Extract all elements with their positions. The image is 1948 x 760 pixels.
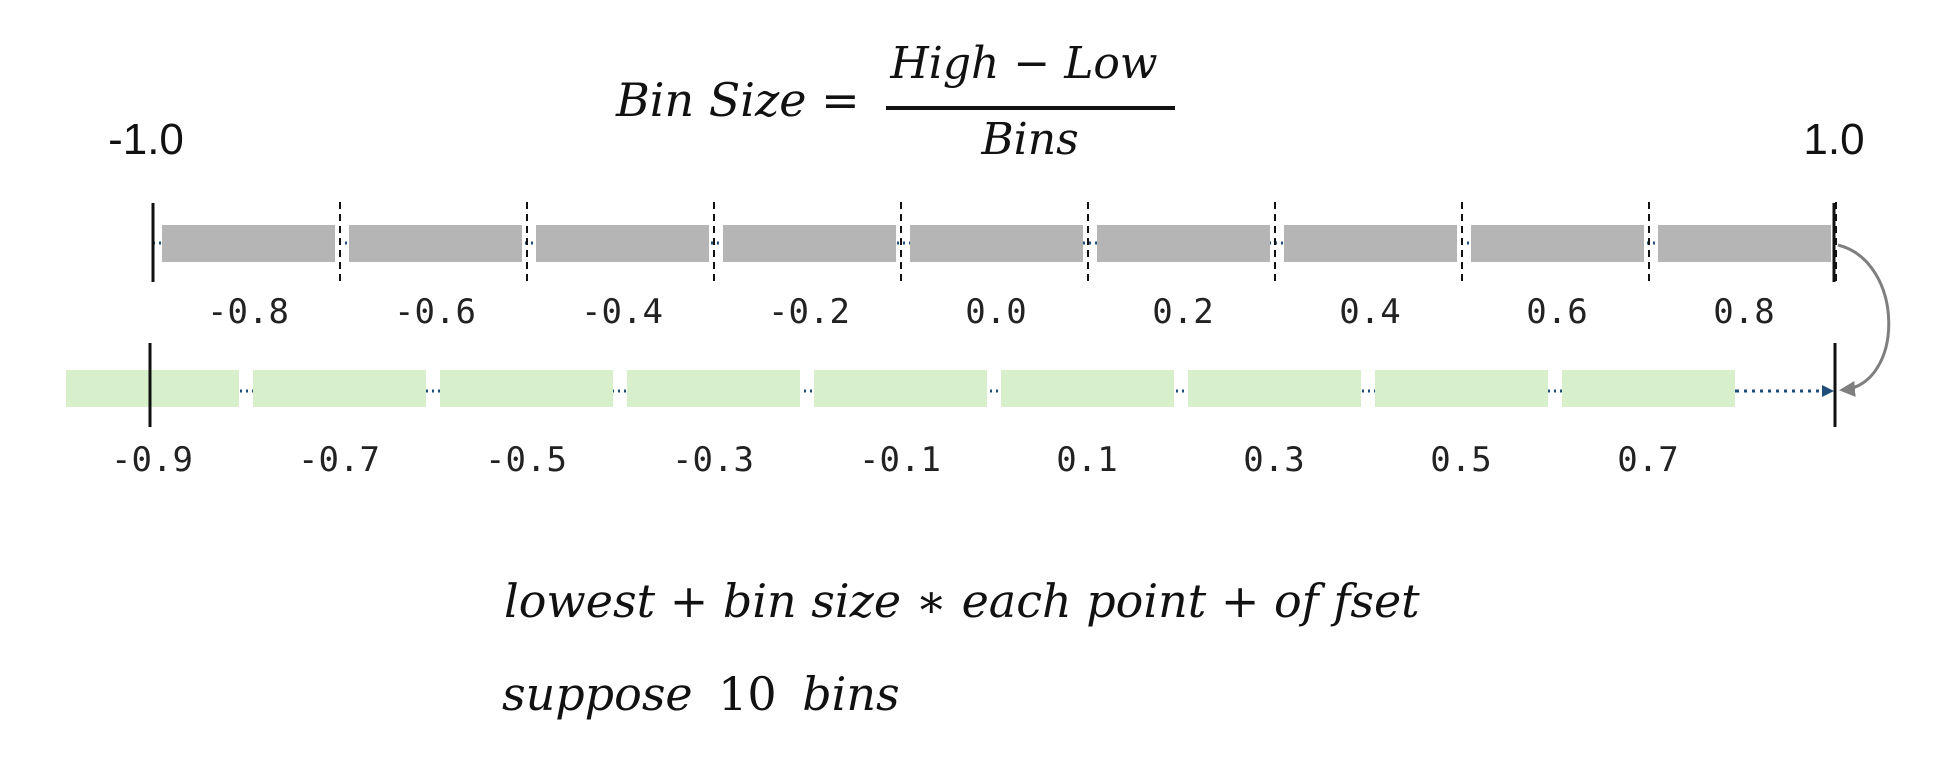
top-bin-label: 0.2	[1152, 292, 1213, 332]
offset-formula: lowest + bin size ∗ each point + of fset	[504, 574, 1420, 628]
bottom-bin-bar	[1188, 370, 1361, 407]
formula-lhs: Bin Size =	[615, 73, 860, 127]
bins-word: bins	[802, 667, 899, 721]
bottom-bin-bar	[66, 370, 239, 407]
bottom-bin-label: -0.5	[485, 440, 567, 480]
top-bin-label: 0.8	[1713, 292, 1774, 332]
high-end-label: 1.0	[1803, 115, 1864, 164]
bottom-bin-label: -0.3	[672, 440, 754, 480]
bottom-bin-bar	[627, 370, 800, 407]
suppose-note: suppose 10 bins	[502, 667, 900, 721]
bottom-bin-bar	[253, 370, 426, 407]
top-bin-label: -0.6	[394, 292, 476, 332]
bottom-bin-label: 0.3	[1243, 440, 1304, 480]
bottom-bin-bar	[1375, 370, 1548, 407]
bottom-bin-bar	[1001, 370, 1174, 407]
bottom-bin-label: -0.1	[859, 440, 941, 480]
top-bin-bar	[1097, 225, 1270, 262]
top-row-bins: -0.8 -0.6 -0.4 -0.2 0.0 0.2 0.4 0.6 0.8	[153, 202, 1837, 332]
suppose-word: suppose	[502, 667, 693, 721]
top-bin-bar	[1471, 225, 1644, 262]
bottom-bin-label: 0.1	[1056, 440, 1117, 480]
bottom-bin-bar	[814, 370, 987, 407]
top-bin-label: -0.4	[581, 292, 663, 332]
top-bin-bar	[1284, 225, 1457, 262]
top-bin-bar	[349, 225, 522, 262]
bottom-bin-label: -0.7	[298, 440, 380, 480]
top-bin-bar	[1658, 225, 1831, 262]
bottom-bin-label: 0.5	[1430, 440, 1491, 480]
curved-arrow	[1837, 243, 1891, 397]
top-bin-label: 0.6	[1526, 292, 1587, 332]
top-bin-label: 0.0	[965, 292, 1026, 332]
top-bin-bar	[162, 225, 335, 262]
bottom-row-bins: -0.9 -0.7 -0.5 -0.3 -0.1 0.1 0.3 0.5 0.7	[66, 370, 1736, 480]
top-bin-bar	[723, 225, 896, 262]
low-end-label: -1.0	[108, 115, 184, 164]
top-bin-bar	[536, 225, 709, 262]
top-bin-bar	[910, 225, 1083, 262]
top-bin-label: -0.8	[207, 292, 289, 332]
bottom-bin-label: 0.7	[1617, 440, 1678, 480]
bins-count: 10	[718, 667, 777, 721]
bottom-bin-bar	[440, 370, 613, 407]
formula-denominator: Bins	[980, 114, 1078, 165]
bottom-bin-bar	[1562, 370, 1735, 407]
top-bin-label: 0.4	[1339, 292, 1400, 332]
top-bin-label: -0.2	[768, 292, 850, 332]
formula-numerator: High − Low	[889, 38, 1157, 89]
bottom-bin-label: -0.9	[111, 440, 193, 480]
